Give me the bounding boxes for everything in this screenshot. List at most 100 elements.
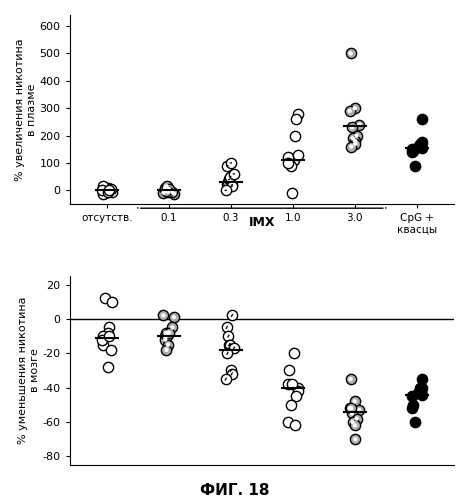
Point xyxy=(418,390,425,398)
Point xyxy=(169,188,176,196)
Point xyxy=(347,50,354,58)
Point xyxy=(417,141,425,149)
Point xyxy=(349,134,356,142)
Point xyxy=(165,185,173,193)
Point xyxy=(294,387,302,395)
Point xyxy=(102,189,109,197)
Point xyxy=(159,188,167,196)
Point xyxy=(347,50,354,58)
Point xyxy=(108,188,115,196)
Point xyxy=(169,324,176,332)
Point xyxy=(293,115,300,123)
Point xyxy=(414,389,422,397)
Point xyxy=(352,435,359,443)
Point xyxy=(411,162,419,170)
Point xyxy=(348,142,355,150)
Point xyxy=(348,404,355,412)
Point xyxy=(291,422,299,430)
Point xyxy=(104,188,112,196)
Point xyxy=(161,184,169,192)
Point xyxy=(351,137,359,145)
Point xyxy=(353,132,360,140)
Point xyxy=(228,181,236,189)
Point xyxy=(294,384,302,392)
Point xyxy=(346,404,353,412)
Point xyxy=(353,414,360,422)
Point xyxy=(293,392,300,400)
Point xyxy=(99,340,106,348)
Point xyxy=(351,422,359,430)
Point xyxy=(408,146,416,154)
Point xyxy=(99,332,106,340)
Point xyxy=(230,170,238,178)
Point xyxy=(409,401,417,409)
Point xyxy=(162,186,169,194)
Point xyxy=(351,398,358,406)
Point xyxy=(104,328,112,336)
Point xyxy=(287,401,295,409)
Y-axis label: % уменьшения никотина
в мозге: % уменьшения никотина в мозге xyxy=(18,296,39,444)
Point xyxy=(161,336,169,344)
Point xyxy=(107,346,114,354)
Point xyxy=(418,375,426,383)
Point xyxy=(417,387,425,395)
Point xyxy=(348,142,355,150)
Point xyxy=(163,332,170,340)
Point xyxy=(347,375,354,383)
Point xyxy=(162,328,169,336)
Point xyxy=(356,406,363,414)
Point xyxy=(161,185,169,193)
Point xyxy=(287,162,295,170)
Point xyxy=(418,138,425,146)
Point xyxy=(416,140,424,148)
Point xyxy=(409,146,417,154)
Point xyxy=(346,404,353,412)
Point xyxy=(284,380,292,388)
Point xyxy=(170,313,178,321)
Point xyxy=(170,313,178,321)
Point xyxy=(284,154,292,162)
Point xyxy=(170,190,178,198)
Point xyxy=(285,366,293,374)
Point xyxy=(418,384,425,392)
Point xyxy=(164,340,172,348)
Point xyxy=(106,186,113,194)
Point xyxy=(98,336,106,344)
Point xyxy=(163,346,170,354)
Point xyxy=(164,188,172,196)
Point xyxy=(222,186,229,194)
Point xyxy=(162,186,169,194)
Point xyxy=(351,104,358,112)
Point xyxy=(223,324,230,332)
Point xyxy=(107,186,114,194)
Point xyxy=(288,380,296,388)
Point xyxy=(356,406,363,414)
Point xyxy=(356,120,363,128)
Point xyxy=(227,159,234,167)
Point xyxy=(102,294,109,302)
Point xyxy=(346,107,353,115)
Point xyxy=(353,414,360,422)
Point xyxy=(161,184,169,192)
Point xyxy=(291,132,299,140)
Point xyxy=(351,104,358,112)
Point xyxy=(348,124,356,132)
Point xyxy=(228,182,235,190)
Point xyxy=(285,418,292,426)
Point xyxy=(224,162,231,170)
Point xyxy=(161,332,169,340)
Point xyxy=(352,140,359,148)
Point xyxy=(408,148,416,156)
Point xyxy=(352,140,359,148)
Point xyxy=(164,188,172,196)
Point xyxy=(161,332,169,340)
Point xyxy=(224,350,231,358)
Point xyxy=(348,410,356,418)
Point xyxy=(228,312,236,320)
Point xyxy=(349,418,356,426)
Point xyxy=(285,155,293,163)
Point xyxy=(226,176,233,184)
Point xyxy=(352,435,359,443)
Point xyxy=(226,340,233,348)
Point xyxy=(346,107,353,115)
